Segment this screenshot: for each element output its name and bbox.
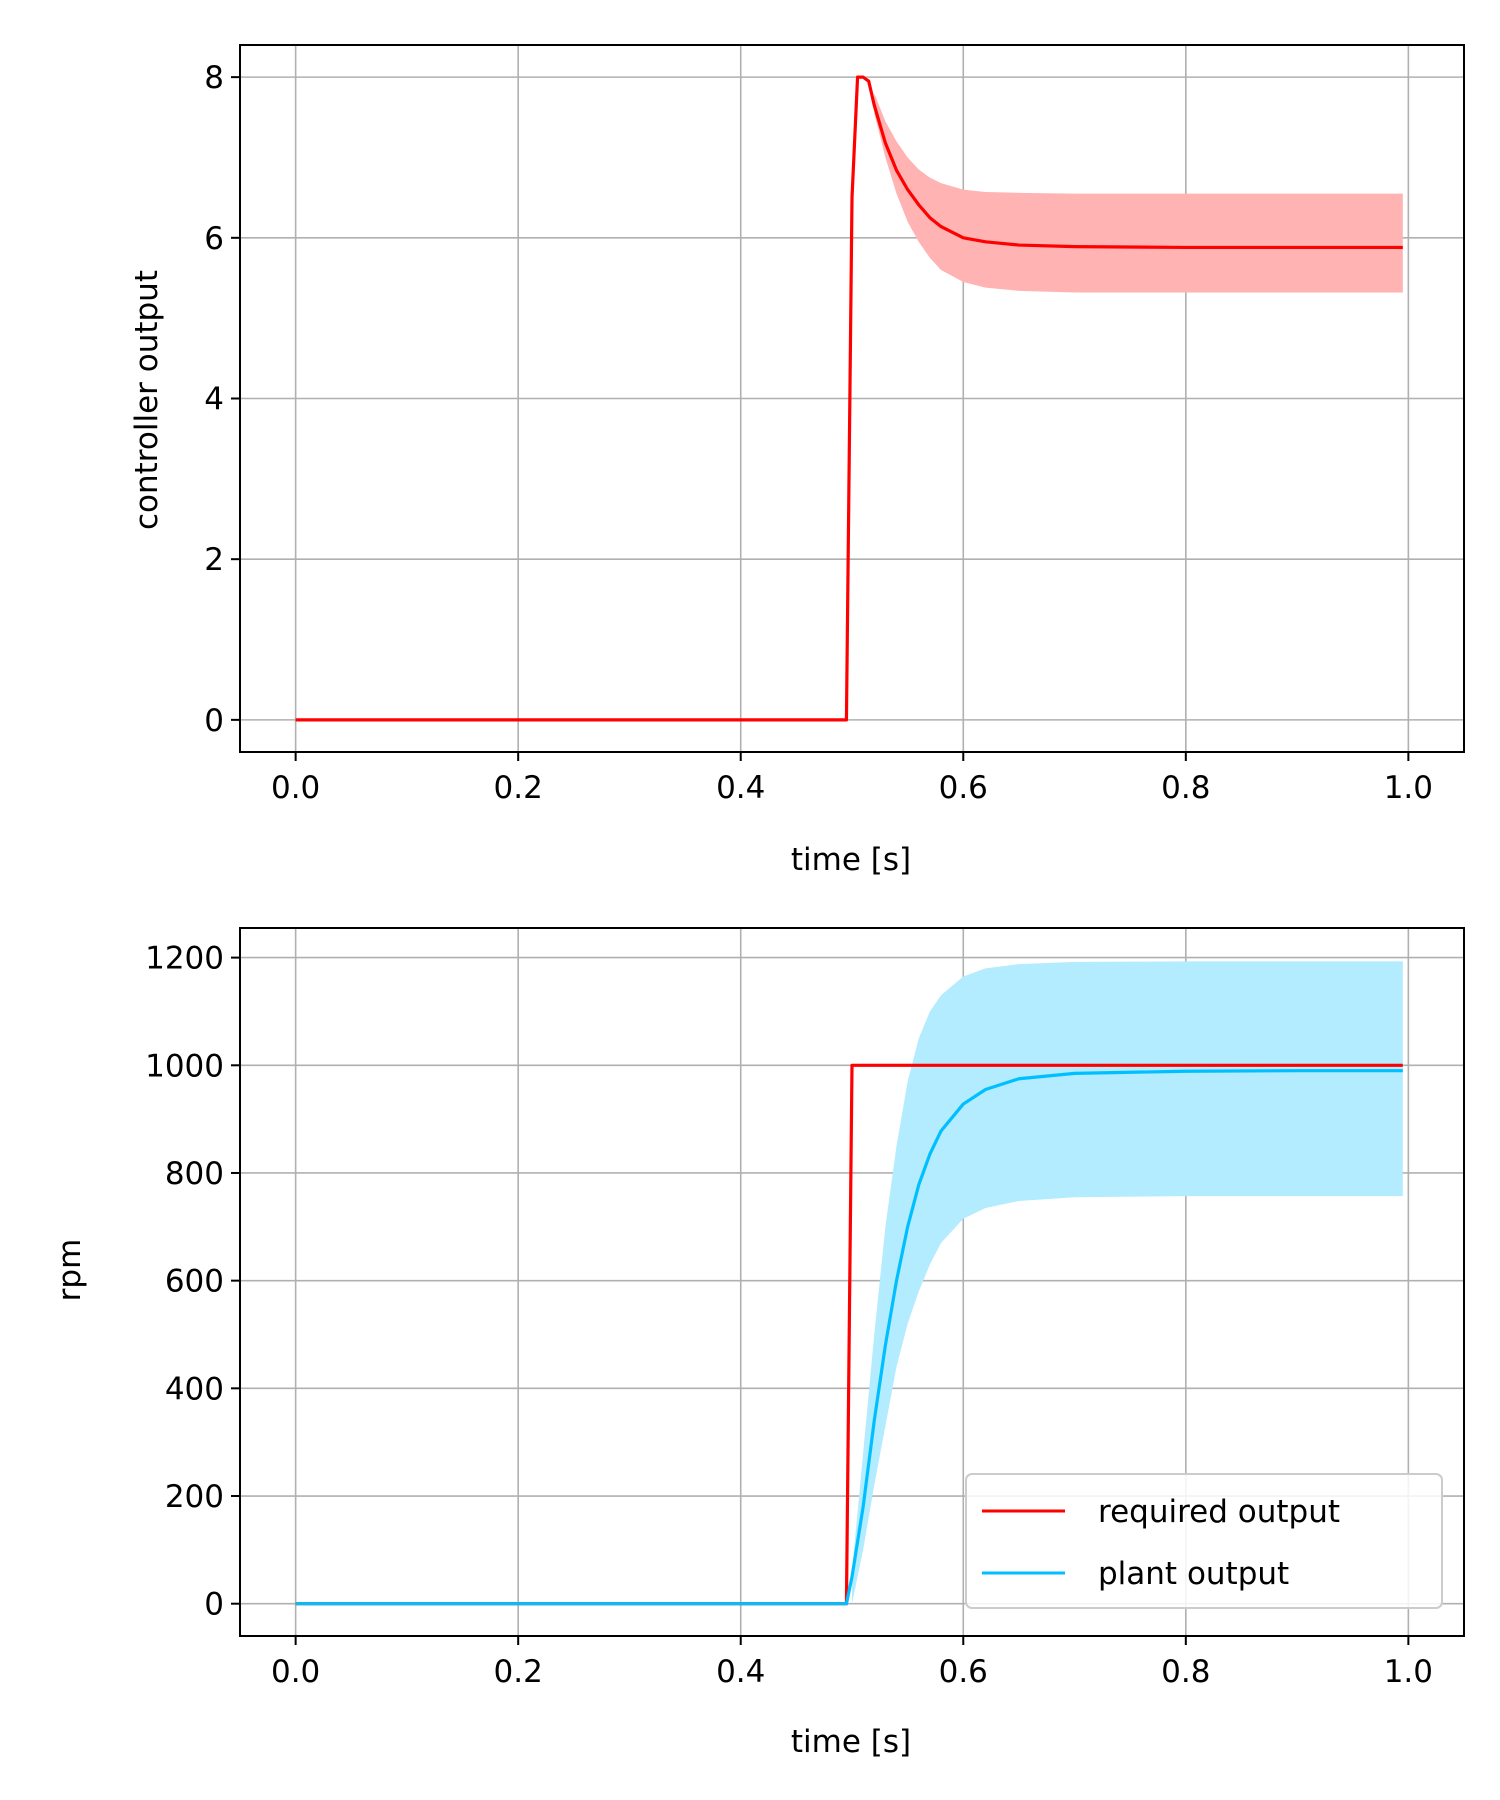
y-tick-label: 6 bbox=[204, 221, 224, 257]
x-tick-label: 1.0 bbox=[1384, 770, 1433, 806]
y-axis-label-bottom: rpm bbox=[52, 1239, 88, 1302]
uncertainty-band-1 bbox=[852, 961, 1403, 1604]
x-tick-label: 0.8 bbox=[1161, 770, 1210, 806]
x-axis-label-bottom: time [s] bbox=[791, 1724, 911, 1760]
x-tick-label: 0.4 bbox=[716, 770, 765, 806]
x-tick-label: 0.0 bbox=[271, 770, 320, 806]
series-line-0 bbox=[295, 75, 1403, 722]
x-tick-label: 0.6 bbox=[939, 770, 988, 806]
y-tick-label: 2 bbox=[204, 542, 224, 578]
series-line-1 bbox=[295, 1069, 1403, 1606]
x-tick-label: 0.6 bbox=[939, 1654, 988, 1690]
y-tick-label: 0 bbox=[204, 1587, 224, 1623]
y-tick-label: 8 bbox=[204, 60, 224, 96]
y-tick-label: 1000 bbox=[145, 1048, 224, 1084]
y-tick-label: 4 bbox=[204, 382, 224, 418]
x-tick-label: 0.4 bbox=[716, 1654, 765, 1690]
legend-box bbox=[965, 1473, 1443, 1609]
legend-label-plant-output: plant output bbox=[1098, 1556, 1289, 1592]
y-tick-label: 200 bbox=[165, 1479, 224, 1515]
y-tick-label: 1200 bbox=[145, 941, 224, 977]
axes-frame bbox=[239, 927, 1465, 1637]
legend-label-required-output: required output bbox=[1098, 1494, 1340, 1530]
y-axis-label-top: controller output bbox=[129, 270, 165, 530]
y-tick-label: 800 bbox=[165, 1156, 224, 1192]
controller-output-chart: 0.0 0.2 0.4 0.6 0.8 1.0 0 2 4 6 8 bbox=[204, 44, 1465, 806]
y-tick-label: 600 bbox=[165, 1264, 224, 1300]
legend: required output plant output bbox=[965, 1473, 1443, 1609]
x-tick-label: 0.0 bbox=[271, 1654, 320, 1690]
y-tick-label: 0 bbox=[204, 703, 224, 739]
x-axis-label-top: time [s] bbox=[791, 842, 911, 878]
x-tick-label: 0.2 bbox=[494, 770, 543, 806]
x-tick-label: 0.8 bbox=[1161, 1654, 1210, 1690]
y-tick-label: 400 bbox=[165, 1371, 224, 1407]
x-tick-label: 0.2 bbox=[494, 1654, 543, 1690]
x-tick-label: 1.0 bbox=[1384, 1654, 1433, 1690]
